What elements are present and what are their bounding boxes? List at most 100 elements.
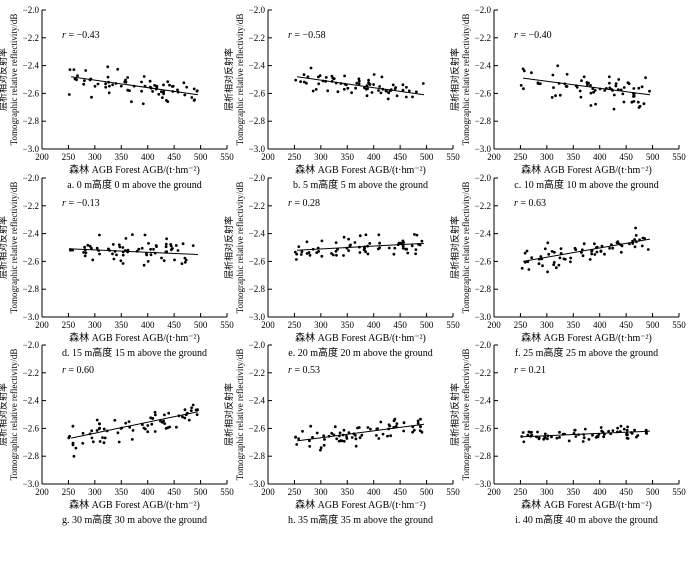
- data-point: [637, 106, 641, 109]
- data-point: [342, 254, 345, 257]
- data-point: [365, 94, 369, 98]
- data-point: [140, 80, 143, 84]
- data-point: [614, 84, 618, 88]
- r-value: = −0.58: [292, 30, 326, 41]
- x-tick-label: 200: [261, 320, 275, 330]
- data-point: [324, 76, 328, 79]
- data-point: [95, 429, 99, 432]
- x-tick-label: 300: [88, 152, 102, 162]
- x-tick-label: 400: [141, 320, 155, 330]
- data-point: [378, 85, 381, 88]
- data-point: [347, 237, 350, 241]
- panel-caption: c. 10 m高度 10 m above the ground: [514, 178, 658, 191]
- y-tick-label: −2.6: [475, 256, 492, 266]
- data-point: [640, 85, 644, 89]
- x-axis-label: 森林 AGB Forest AGB/(t·hm⁻²): [295, 163, 426, 176]
- data-point: [591, 433, 594, 437]
- data-point: [578, 89, 582, 93]
- data-point: [347, 431, 351, 434]
- data-point: [119, 259, 123, 263]
- data-point: [378, 246, 381, 250]
- data-point: [582, 436, 586, 440]
- data-point: [411, 95, 414, 99]
- data-point: [632, 94, 636, 98]
- y-tick-label: −2.4: [249, 396, 266, 406]
- y-axis-label-en: Tomographic relative reflectivity/dB: [235, 182, 245, 314]
- data-point: [546, 270, 549, 274]
- panel-caption: b. 5 m高度 5 m above the ground: [293, 178, 428, 191]
- data-point: [145, 252, 148, 256]
- data-point: [414, 248, 418, 252]
- y-tick-label: −2.8: [249, 116, 266, 126]
- data-point: [520, 435, 524, 438]
- data-point: [98, 252, 101, 256]
- x-tick-label: 350: [567, 487, 581, 497]
- data-point: [142, 263, 146, 267]
- data-point: [392, 419, 396, 423]
- data-point: [149, 247, 153, 251]
- fit-line: [71, 248, 198, 255]
- data-point: [162, 90, 166, 94]
- data-point: [387, 423, 391, 427]
- data-point: [164, 242, 168, 246]
- y-axis-label-en: Tomographic relative reflectivity/dB: [461, 349, 471, 481]
- data-point: [130, 438, 134, 441]
- y-tick-label: −2.4: [249, 229, 266, 239]
- x-tick-label: 550: [672, 152, 686, 162]
- data-point: [165, 250, 169, 254]
- x-tick-label: 350: [341, 320, 355, 330]
- y-axis-label-en: Tomographic relative reflectivity/dB: [461, 14, 471, 146]
- data-point: [405, 247, 408, 251]
- data-point: [589, 84, 592, 87]
- data-point: [594, 102, 597, 106]
- data-point: [90, 95, 93, 99]
- x-axis-label: 森林 AGB Forest AGB/(t·hm⁻²): [69, 498, 200, 511]
- y-axis-label: 层析相对反射率Tomographic relative reflectivity…: [223, 349, 245, 481]
- data-point: [589, 104, 593, 107]
- x-tick-label: 400: [141, 487, 155, 497]
- x-tick-label: 200: [261, 487, 275, 497]
- data-point: [124, 421, 128, 425]
- data-point: [72, 454, 76, 458]
- data-point: [173, 258, 176, 262]
- data-point: [557, 263, 561, 267]
- x-tick-label: 400: [593, 487, 607, 497]
- x-tick-label: 250: [288, 152, 302, 162]
- data-point: [116, 431, 120, 435]
- data-point: [317, 82, 321, 86]
- y-tick-label: −3.0: [23, 312, 40, 322]
- data-point: [558, 430, 561, 434]
- x-tick-label: 500: [194, 320, 208, 330]
- data-point: [309, 424, 313, 428]
- x-tick-label: 200: [35, 152, 49, 162]
- data-point: [595, 435, 599, 438]
- y-tick-label: −2.2: [475, 201, 491, 211]
- correlation-label: r = 0.63: [514, 198, 546, 209]
- data-point: [554, 94, 557, 98]
- x-tick-label: 250: [288, 320, 302, 330]
- data-point: [342, 87, 346, 91]
- data-point: [587, 438, 591, 441]
- data-point: [636, 434, 640, 437]
- data-point: [189, 409, 193, 412]
- data-point: [642, 102, 646, 106]
- data-point: [91, 440, 95, 444]
- data-point: [625, 436, 629, 440]
- y-axis-label-en: Tomographic relative reflectivity/dB: [461, 182, 471, 314]
- data-point: [550, 250, 554, 253]
- x-tick-label: 250: [514, 487, 528, 497]
- y-axis-label-cn: 层析相对反射率: [449, 48, 460, 111]
- y-tick-label: −2.0: [475, 5, 492, 15]
- x-axis-label: 森林 AGB Forest AGB/(t·hm⁻²): [521, 163, 652, 176]
- data-point: [630, 432, 634, 435]
- y-axis-label-cn: 层析相对反射率: [449, 383, 460, 446]
- r-symbol: r: [288, 30, 292, 41]
- y-tick-label: −2.0: [249, 5, 266, 15]
- y-tick-label: −2.8: [23, 284, 40, 294]
- data-point: [402, 241, 405, 244]
- data-point: [358, 234, 362, 238]
- data-point: [334, 249, 338, 253]
